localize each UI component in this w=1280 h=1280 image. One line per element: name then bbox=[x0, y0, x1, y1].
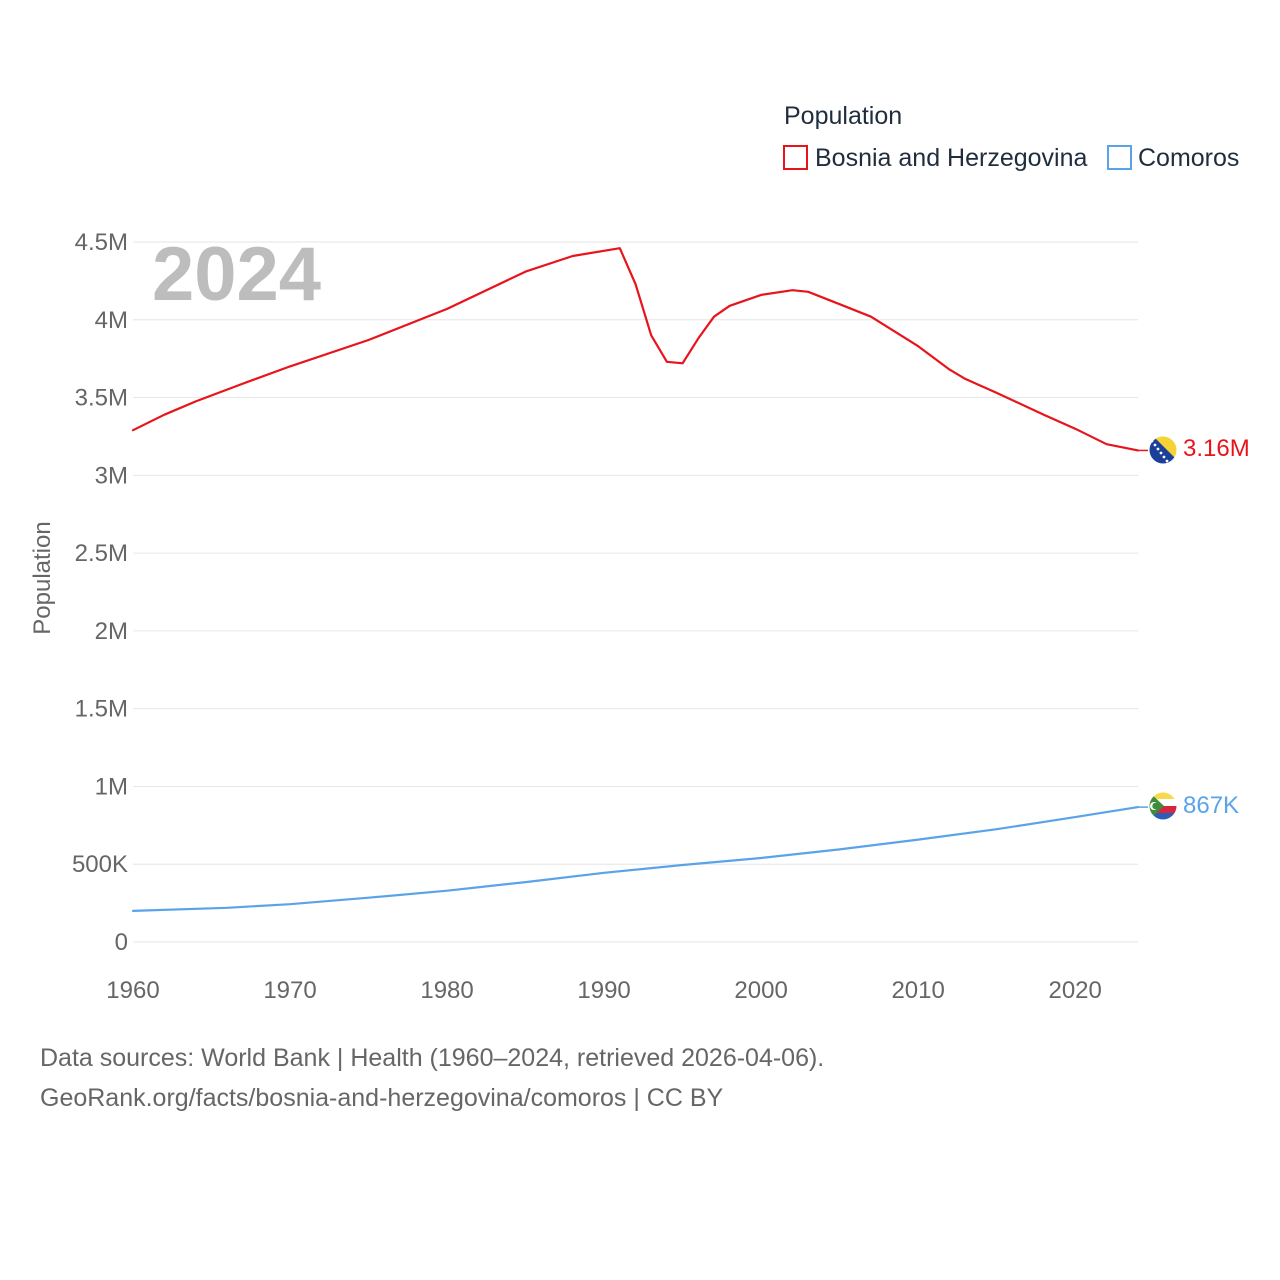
year-watermark: 2024 bbox=[152, 232, 321, 317]
legend-item-bosnia[interactable]: Bosnia and Herzegovina bbox=[783, 144, 1087, 172]
y-tick-label: 2.5M bbox=[75, 540, 128, 567]
comoros-flag-ring bbox=[1148, 791, 1178, 821]
x-tick-label: 1960 bbox=[106, 977, 159, 1004]
gridlines bbox=[133, 241, 1138, 943]
x-tick-label: 1970 bbox=[263, 977, 316, 1004]
x-tick-label: 2020 bbox=[1048, 977, 1101, 1004]
y-tick-label: 1.5M bbox=[75, 696, 128, 723]
bosnia-flag-ring bbox=[1148, 435, 1178, 465]
series-line-comoros[interactable] bbox=[131, 805, 1140, 913]
comoros-flag-icon bbox=[1149, 792, 1177, 820]
y-tick-label: 3M bbox=[95, 462, 128, 489]
source-link[interactable]: GeoRank.org/facts/bosnia-and-herzegovina… bbox=[40, 1084, 724, 1112]
bosnia-end-label: 3.16M bbox=[1183, 435, 1250, 462]
y-tick-label: 4.5M bbox=[75, 229, 128, 256]
comoros-end-label: 867K bbox=[1183, 792, 1239, 819]
series-lines bbox=[131, 247, 1148, 913]
x-axis-ticks: 1960 1970 1980 1990 2000 2010 2020 bbox=[106, 977, 1102, 1004]
legend-swatch-comoros bbox=[1107, 145, 1132, 170]
legend-title: Population bbox=[784, 102, 902, 130]
y-tick-label: 3.5M bbox=[75, 385, 128, 412]
y-axis-ticks: 0 500K 1M 1.5M 2M 2.5M 3M 3.5M 4M 4.5M bbox=[72, 229, 128, 956]
y-tick-label: 2M bbox=[95, 618, 128, 645]
series-line-bosnia[interactable] bbox=[131, 247, 1140, 452]
y-tick-label: 0 bbox=[115, 929, 128, 956]
legend-label-bosnia: Bosnia and Herzegovina bbox=[815, 144, 1087, 172]
legend-item-comoros[interactable]: Comoros bbox=[1107, 144, 1239, 172]
y-tick-label: 1M bbox=[95, 773, 128, 800]
bosnia-flag-icon bbox=[1149, 436, 1177, 464]
x-tick-label: 1980 bbox=[420, 977, 473, 1004]
x-tick-label: 1990 bbox=[577, 977, 630, 1004]
legend-swatch-bosnia bbox=[783, 145, 808, 170]
legend: Population Bosnia and Herzegovina Comoro… bbox=[783, 102, 1239, 172]
source-citation: Data sources: World Bank | Health (1960–… bbox=[40, 1044, 825, 1072]
legend-label-comoros: Comoros bbox=[1138, 144, 1239, 172]
x-tick-label: 2000 bbox=[734, 977, 787, 1004]
y-tick-label: 4M bbox=[95, 307, 128, 334]
y-tick-label: 500K bbox=[72, 851, 128, 878]
y-axis-title: Population bbox=[29, 521, 56, 634]
x-tick-label: 2010 bbox=[891, 977, 944, 1004]
